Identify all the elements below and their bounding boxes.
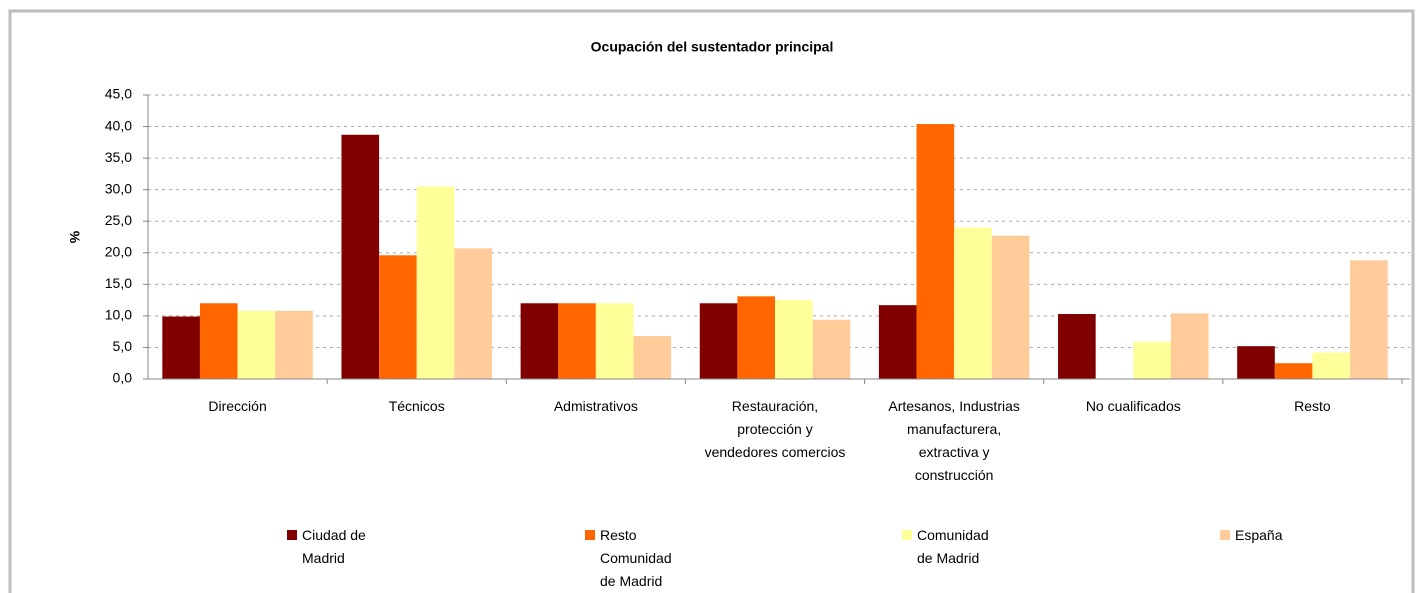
x-tick-label: No cualificados (1085, 398, 1181, 414)
bar (991, 235, 1030, 379)
x-tick-label: Técnicos (388, 398, 445, 414)
legend-label: Ciudad de Madrid (302, 527, 366, 566)
y-tick-label: 10,0 (105, 307, 132, 323)
y-tick-label: 15,0 (105, 275, 132, 291)
x-tick-label: Resto (1294, 398, 1331, 414)
legend-swatch (585, 530, 595, 540)
legend-swatch (1220, 530, 1230, 540)
bar (1350, 260, 1388, 379)
bar (416, 186, 455, 379)
y-tick-label: 0,0 (113, 370, 133, 386)
bar (1274, 363, 1313, 379)
legend-label: Comunidad de Madrid (917, 527, 989, 566)
legend-label: Resto Comunidad de Madrid (600, 527, 672, 589)
bar (520, 303, 559, 379)
bar (595, 303, 634, 379)
y-tick-label: 5,0 (113, 338, 133, 354)
x-tick-label: Artesanos, Industrias manufacturera, ext… (888, 398, 1020, 483)
bar (1058, 313, 1096, 379)
bar (954, 227, 992, 379)
chart-title: Ocupación del sustentador principal (591, 39, 834, 55)
legend-swatch (902, 530, 912, 540)
bar (237, 310, 276, 379)
bar (558, 303, 596, 379)
bar (454, 248, 492, 379)
bar (275, 310, 313, 379)
bar (1312, 352, 1351, 379)
y-tick-label: 40,0 (105, 117, 132, 133)
x-tick-label: Restauración, protección y vendedores co… (704, 398, 846, 460)
bar (341, 134, 380, 379)
y-tick-label: 45,0 (105, 86, 132, 102)
bar (775, 300, 813, 379)
y-tick-label: 20,0 (105, 243, 132, 259)
bar (379, 255, 417, 379)
bar (699, 303, 738, 379)
bar (878, 305, 917, 379)
bar (1133, 341, 1171, 379)
bar (1170, 313, 1209, 379)
bar (199, 303, 238, 379)
y-tick-label: 35,0 (105, 149, 132, 165)
bar (633, 336, 672, 379)
legend-label: España (1235, 527, 1283, 543)
x-tick-label: Admistrativos (553, 398, 638, 414)
bar (162, 316, 200, 379)
bar (737, 296, 775, 379)
frame (8, 9, 1415, 593)
y-tick-label: 25,0 (105, 212, 132, 228)
legend-swatch (287, 530, 297, 540)
bar (916, 124, 955, 379)
y-tick-label: 30,0 (105, 180, 132, 196)
x-tick-label: Dirección (208, 398, 267, 414)
bar (812, 319, 851, 379)
bar (1237, 346, 1275, 379)
y-axis-title: % (67, 230, 83, 243)
